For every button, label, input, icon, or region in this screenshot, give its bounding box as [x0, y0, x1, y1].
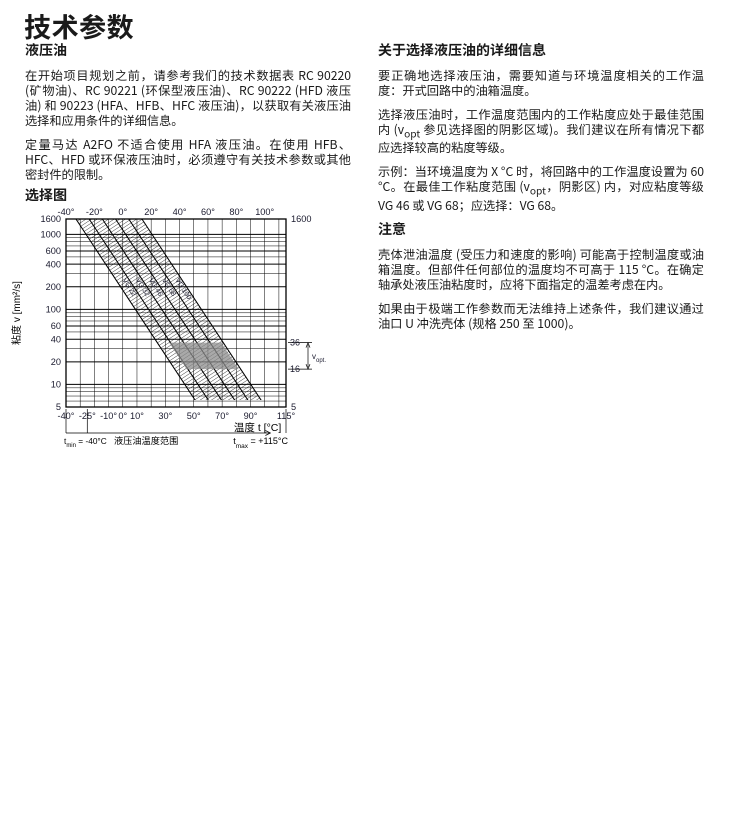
- svg-text:60: 60: [51, 321, 61, 331]
- svg-text:16: 16: [290, 364, 300, 374]
- svg-text:0°: 0°: [118, 207, 127, 217]
- svg-text:50°: 50°: [187, 411, 201, 421]
- svg-text:30°: 30°: [158, 411, 172, 421]
- svg-text:200: 200: [46, 282, 61, 292]
- svg-text:10°: 10°: [130, 411, 144, 421]
- svg-text:1000: 1000: [41, 230, 61, 240]
- svg-text:600: 600: [46, 246, 61, 256]
- svg-text:温度 t [°C]: 温度 t [°C]: [234, 421, 281, 434]
- svg-text:40°: 40°: [173, 207, 187, 217]
- svg-text:70°: 70°: [215, 411, 229, 421]
- svg-text:400: 400: [46, 259, 61, 269]
- svg-text:40: 40: [51, 334, 61, 344]
- svg-text:-20°: -20°: [86, 207, 103, 217]
- svg-text:tmin = -40°C: tmin = -40°C: [64, 436, 107, 449]
- svg-text:粘度 v [mm²/s]: 粘度 v [mm²/s]: [10, 281, 23, 345]
- svg-text:液压油温度范围: 液压油温度范围: [114, 435, 178, 446]
- svg-text:100°: 100°: [255, 207, 274, 217]
- svg-text:vopt.: vopt.: [312, 352, 326, 364]
- svg-text:10: 10: [51, 380, 61, 390]
- svg-text:20°: 20°: [144, 207, 158, 217]
- svg-text:60°: 60°: [201, 207, 215, 217]
- svg-text:20: 20: [51, 357, 61, 367]
- svg-text:-10°: -10°: [100, 411, 117, 421]
- svg-text:1600: 1600: [291, 214, 311, 224]
- svg-text:0°: 0°: [118, 411, 127, 421]
- svg-text:100: 100: [46, 305, 61, 315]
- svg-text:90°: 90°: [244, 411, 258, 421]
- svg-text:-40°: -40°: [58, 207, 75, 217]
- svg-text:36: 36: [290, 338, 300, 348]
- svg-text:tmax = +115°C: tmax = +115°C: [233, 436, 288, 450]
- svg-text:80°: 80°: [229, 207, 243, 217]
